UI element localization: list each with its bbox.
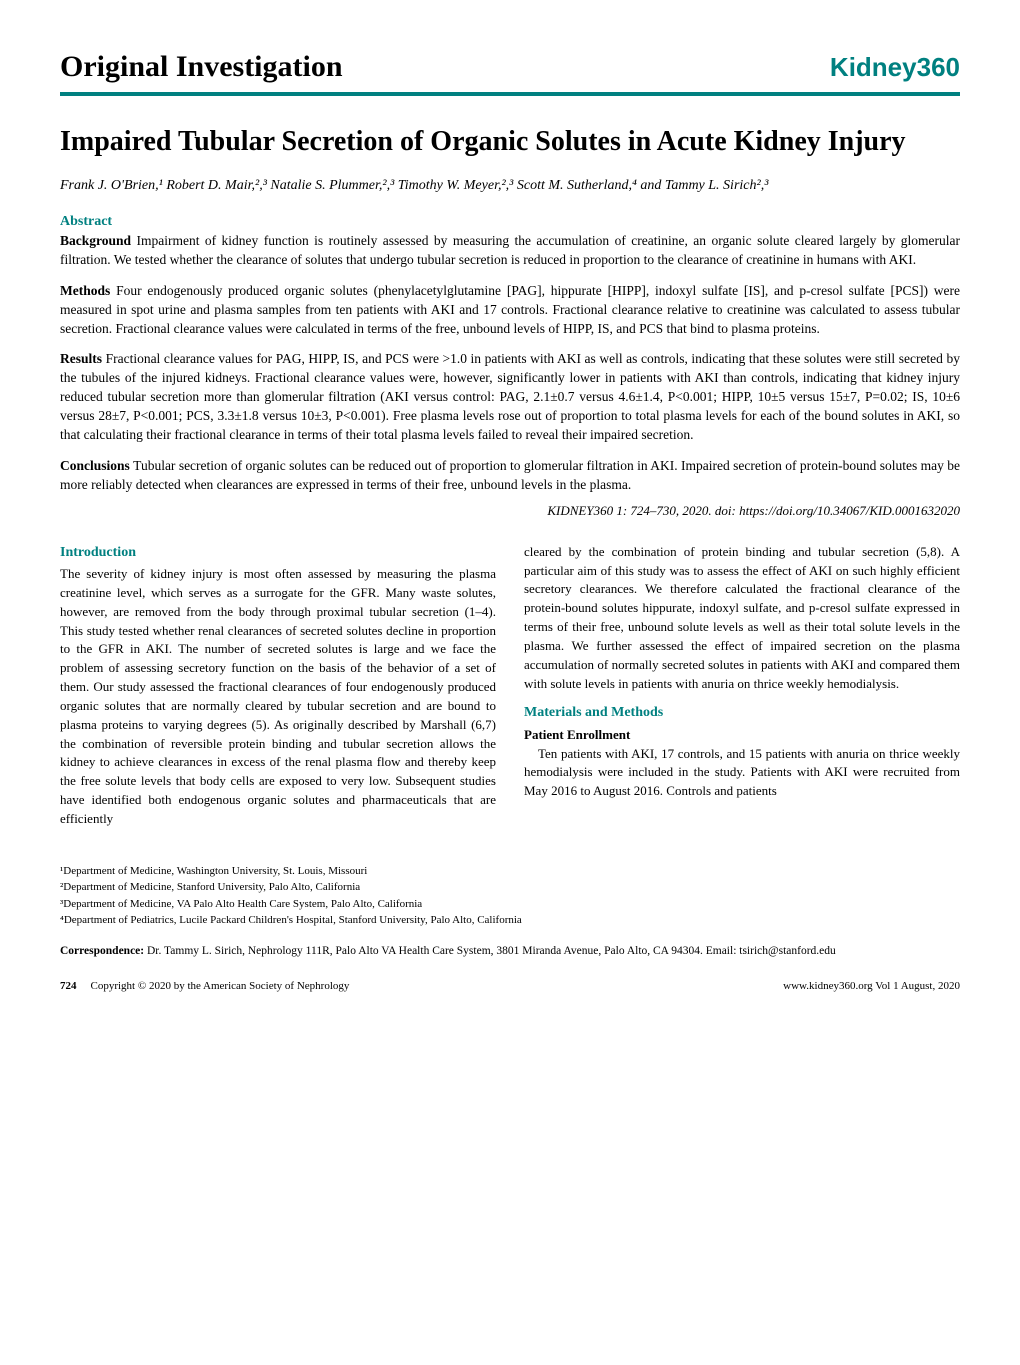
footer-row: 724 Copyright © 2020 by the American Soc…: [60, 980, 960, 992]
conclusions-label: Conclusions: [60, 458, 133, 473]
header-divider: [60, 92, 960, 96]
footer-right: www.kidney360.org Vol 1 August, 2020: [783, 980, 960, 992]
footer-left: 724 Copyright © 2020 by the American Soc…: [60, 980, 349, 992]
introduction-para-1: The severity of kidney injury is most of…: [60, 565, 496, 829]
materials-subheading: Patient Enrollment: [524, 726, 960, 745]
abstract-methods: Methods Four endogenously produced organ…: [60, 282, 960, 339]
section-label: Original Investigation: [60, 50, 343, 84]
copyright-text: Copyright © 2020 by the American Society…: [91, 980, 350, 992]
methods-text: Four endogenously produced organic solut…: [60, 283, 960, 336]
header-row: Original Investigation Kidney360: [60, 50, 960, 92]
affiliation-4: ⁴Department of Pediatrics, Lucile Packar…: [60, 912, 960, 929]
abstract-heading: Abstract: [60, 214, 960, 230]
affiliations-block: ¹Department of Medicine, Washington Univ…: [60, 863, 960, 929]
introduction-para-2: cleared by the combination of protein bi…: [524, 543, 960, 694]
conclusions-text: Tubular secretion of organic solutes can…: [60, 458, 960, 492]
correspondence-text: Dr. Tammy L. Sirich, Nephrology 111R, Pa…: [147, 945, 836, 957]
abstract-background: Background Impairment of kidney function…: [60, 232, 960, 270]
issue-info: Vol 1 August, 2020: [875, 980, 960, 992]
article-title: Impaired Tubular Secretion of Organic So…: [60, 124, 960, 159]
results-label: Results: [60, 351, 106, 366]
citation-line: KIDNEY360 1: 724–730, 2020. doi: https:/…: [60, 503, 960, 519]
background-text: Impairment of kidney function is routine…: [60, 233, 960, 267]
background-label: Background: [60, 233, 136, 248]
abstract-results: Results Fractional clearance values for …: [60, 350, 960, 444]
correspondence-block: Correspondence: Dr. Tammy L. Sirich, Nep…: [60, 943, 960, 960]
authors-line: Frank J. O'Brien,¹ Robert D. Mair,²,³ Na…: [60, 175, 960, 196]
affiliation-2: ²Department of Medicine, Stanford Univer…: [60, 879, 960, 896]
materials-heading: Materials and Methods: [524, 703, 960, 723]
results-text: Fractional clearance values for PAG, HIP…: [60, 351, 960, 442]
affiliation-1: ¹Department of Medicine, Washington Univ…: [60, 863, 960, 880]
body-columns: Introduction The severity of kidney inju…: [60, 543, 960, 839]
right-column: cleared by the combination of protein bi…: [524, 543, 960, 839]
page-number: 724: [60, 980, 77, 992]
journal-brand: Kidney360: [830, 52, 960, 83]
abstract-conclusions: Conclusions Tubular secretion of organic…: [60, 457, 960, 495]
introduction-heading: Introduction: [60, 543, 496, 563]
abstract-block: Abstract Background Impairment of kidney…: [60, 214, 960, 519]
methods-label: Methods: [60, 283, 116, 298]
correspondence-label: Correspondence:: [60, 945, 147, 957]
materials-para: Ten patients with AKI, 17 controls, and …: [524, 745, 960, 802]
left-column: Introduction The severity of kidney inju…: [60, 543, 496, 839]
affiliation-3: ³Department of Medicine, VA Palo Alto He…: [60, 896, 960, 913]
site-url: www.kidney360.org: [783, 980, 873, 992]
